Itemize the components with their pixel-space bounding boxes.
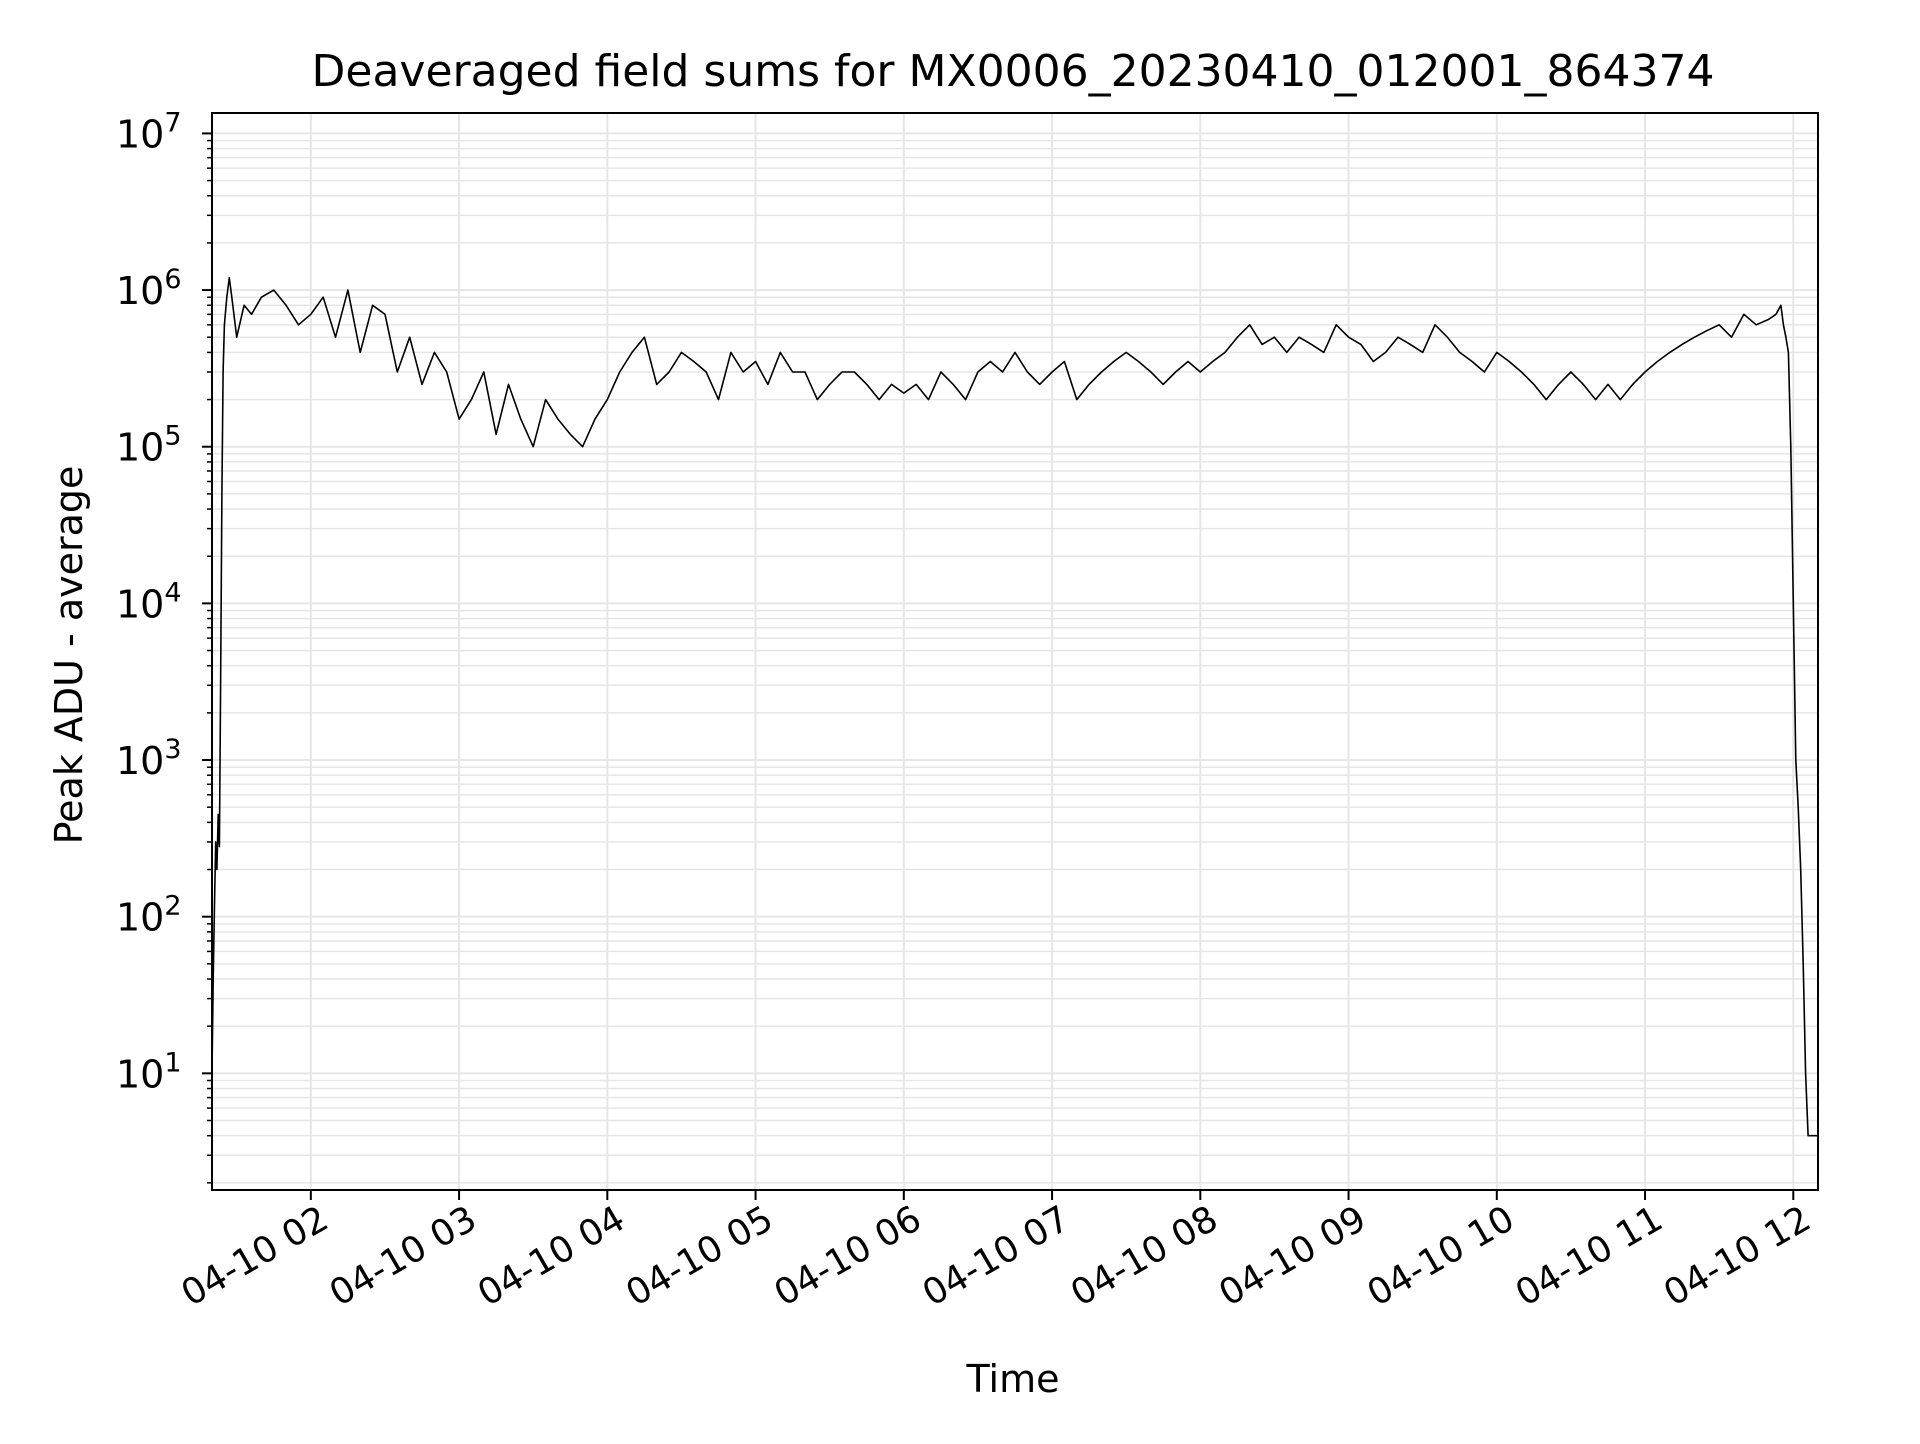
y-tick-label-exponent: 6 (164, 264, 181, 295)
series-line (211, 276, 1818, 1137)
y-tick-label: 102 (116, 891, 182, 940)
y-tick-label-base: 10 (116, 896, 164, 940)
y-tick-label-base: 10 (116, 582, 164, 626)
y-tick-label-base: 10 (116, 739, 164, 783)
y-tick-label-exponent: 2 (164, 891, 181, 922)
y-tick-label: 103 (116, 734, 182, 783)
axes-frame (211, 112, 1819, 1191)
y-tick-label: 101 (116, 1047, 182, 1096)
y-tick-label: 107 (116, 107, 182, 156)
y-tick-label-base: 10 (116, 426, 164, 470)
y-tick-label-base: 10 (116, 1052, 164, 1096)
y-axis-label: Peak ADU - average (47, 466, 91, 845)
grid-layer (212, 113, 1818, 1190)
chart-title: Deaveraged field sums for MX0006_2023041… (312, 46, 1715, 97)
y-tick-label-exponent: 4 (164, 577, 181, 608)
y-tick-label: 105 (116, 421, 182, 470)
y-tick-label-exponent: 3 (164, 734, 181, 765)
series-layer (211, 276, 1818, 1137)
y-tick-label-exponent: 5 (164, 421, 181, 452)
y-tick-label-base: 10 (116, 112, 164, 156)
y-tick-label: 106 (116, 264, 182, 313)
y-tick-label-exponent: 1 (164, 1047, 181, 1078)
y-tick-label-base: 10 (116, 269, 164, 313)
x-axis-label: Time (966, 1357, 1060, 1401)
y-tick-label-exponent: 7 (164, 107, 181, 138)
y-tick-label: 104 (116, 577, 182, 626)
